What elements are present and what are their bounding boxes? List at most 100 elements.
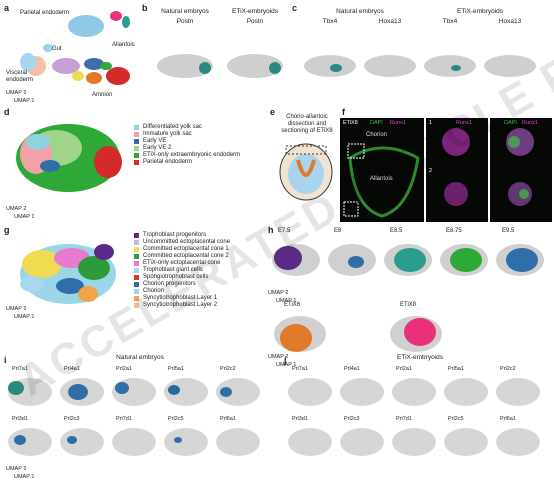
legend-swatch bbox=[134, 160, 139, 165]
label-parietal-endoderm: Parietal endoderm bbox=[20, 10, 70, 16]
f-tag: ETiX8 bbox=[343, 120, 358, 126]
legend-swatch bbox=[134, 289, 139, 294]
axis-h-y: UMAP 2 bbox=[268, 290, 289, 296]
legend-g-item: ETiX-only ectoplacental cone bbox=[134, 260, 230, 267]
legend-swatch bbox=[134, 261, 139, 266]
j-gene: Prl2a1 bbox=[396, 366, 412, 372]
i-gene: Prl2c2 bbox=[220, 366, 236, 372]
legend-swatch bbox=[134, 240, 139, 245]
legend-d: Differentiated yolk sac Immature yolk sa… bbox=[134, 124, 240, 166]
legend-d-item: Immature yolk sac bbox=[134, 131, 240, 138]
j-gene: Prl2c5 bbox=[448, 416, 464, 422]
axis-a-y: UMAP 2 bbox=[6, 90, 27, 96]
c-gene-2: Hoxa13 bbox=[378, 18, 402, 25]
umap-c bbox=[304, 55, 536, 77]
i-gene: Prl2c3 bbox=[64, 416, 80, 422]
umap-a bbox=[20, 11, 130, 85]
j-gene: Prl6a1 bbox=[500, 416, 516, 422]
legend-g-item: Trophoblast progenitors bbox=[134, 232, 230, 239]
f-sub2: 2 bbox=[429, 168, 433, 174]
legend-swatch bbox=[134, 303, 139, 308]
c-header-natural: Natural embryos bbox=[336, 8, 384, 15]
panel-h-label: h bbox=[268, 225, 274, 235]
legend-g-item: Committed ectoplacental cone 1 bbox=[134, 246, 230, 253]
axis-g-x: UMAP 1 bbox=[14, 314, 35, 320]
legend-g-item: Trophoblast giant cells bbox=[134, 267, 230, 274]
axis-i-x: UMAP 1 bbox=[14, 474, 35, 480]
panel-j-label: j bbox=[284, 355, 287, 365]
label-allantois: Allantois bbox=[112, 42, 135, 48]
micrograph-inset-2: DAPI Runx1 bbox=[490, 118, 552, 222]
c-gene-4: Hoxa13 bbox=[498, 18, 522, 25]
legend-swatch bbox=[134, 146, 139, 151]
legend-g-item: Chorion progenitors bbox=[134, 281, 230, 288]
f-inset-runx1: Runx1 bbox=[522, 120, 538, 126]
axis-g-y: UMAP 2 bbox=[6, 306, 27, 312]
h-etix8-label: ETiX8 bbox=[400, 302, 417, 308]
legend-g-item: Chorion bbox=[134, 288, 230, 295]
i-gene: Prl3d1 bbox=[12, 416, 28, 422]
j-gene: Prl7a1 bbox=[292, 366, 308, 372]
legend-g-item: Uncommitted ectoplacental cone bbox=[134, 239, 230, 246]
micrograph-inset-1: 1 Runx1 2 bbox=[426, 118, 488, 222]
umap-a-clusters bbox=[20, 11, 130, 85]
f-inset-dapi: DAPI bbox=[504, 120, 517, 126]
panel-i-label: i bbox=[4, 355, 7, 365]
h-stage-3: E8.5 bbox=[390, 228, 403, 234]
label-gut: Gut bbox=[52, 46, 62, 52]
legend-swatch bbox=[134, 125, 139, 130]
umap-i-row2 bbox=[8, 428, 260, 456]
b-header-etix: ETiX-embryoids bbox=[232, 8, 278, 15]
axis-i-y: UMAP 2 bbox=[6, 466, 27, 472]
legend-swatch bbox=[134, 132, 139, 137]
j-gene: Prl5a1 bbox=[448, 366, 464, 372]
embryo-diagram bbox=[279, 143, 333, 201]
b-header-natural: Natural embryos bbox=[161, 8, 209, 15]
j-gene: Prl3d1 bbox=[292, 416, 308, 422]
h-etix6-label: ETiX6 bbox=[284, 302, 301, 308]
f-runx1-label: Runx1 bbox=[390, 120, 406, 126]
i-gene: Prl2a1 bbox=[116, 366, 132, 372]
legend-d-item: Early VE 2 bbox=[134, 145, 240, 152]
legend-swatch bbox=[134, 282, 139, 287]
legend-g-item: Committed ectoplacental cone 2 bbox=[134, 253, 230, 260]
i-gene: Prl4a1 bbox=[64, 366, 80, 372]
label-amnion: Amnion bbox=[92, 92, 113, 98]
panel-c-label: c bbox=[292, 3, 298, 13]
micrograph-overview: ETiX8 DAPI Runx1 Chorion Allantois bbox=[340, 118, 424, 222]
f-chorion-label: Chorion bbox=[366, 132, 388, 138]
umap-i-row1 bbox=[8, 378, 260, 406]
label-visceral-endoderm: Visceral endoderm bbox=[6, 70, 34, 83]
f-allantois-label: Allantois bbox=[370, 176, 393, 182]
i-gene: Prl7d1 bbox=[116, 416, 132, 422]
j-title: ETiX-embryoids bbox=[397, 354, 443, 361]
h-stage-1: E7.5 bbox=[278, 228, 291, 234]
h-stage-4: E8.75 bbox=[446, 228, 462, 234]
c-header-etix: ETiX-embryoids bbox=[457, 8, 503, 15]
legend-swatch bbox=[134, 153, 139, 158]
legend-swatch bbox=[134, 247, 139, 252]
legend-g-item: Syncytiotrophoblast Layer 2 bbox=[134, 302, 230, 309]
i-gene: Prl6a1 bbox=[220, 416, 236, 422]
axis-d-x: UMAP 1 bbox=[14, 214, 35, 220]
j-gene: Prl2c3 bbox=[344, 416, 360, 422]
axis-h2-y: UMAP 2 bbox=[268, 354, 289, 360]
h-stage-5: E9.5 bbox=[502, 228, 515, 234]
umap-j-row1 bbox=[288, 378, 540, 406]
i-gene: Prl7a1 bbox=[12, 366, 28, 372]
b-gene-etix: Postn bbox=[246, 18, 264, 25]
legend-swatch bbox=[134, 254, 139, 259]
f-sub1-runx1: Runx1 bbox=[456, 120, 472, 126]
legend-d-item: ETiX-only extraembryonic endoderm bbox=[134, 152, 240, 159]
legend-g: Trophoblast progenitors Uncommitted ecto… bbox=[134, 232, 230, 309]
axis-a-x: UMAP 1 bbox=[14, 98, 35, 104]
panel-g-label: g bbox=[4, 225, 10, 235]
umap-j-row2 bbox=[288, 428, 540, 456]
panel-b-label: b bbox=[142, 3, 148, 13]
i-title: Natural embryos bbox=[116, 354, 164, 361]
legend-d-item: Differentiated yolk sac bbox=[134, 124, 240, 131]
i-gene: Prl5a1 bbox=[168, 366, 184, 372]
f-sub1: 1 bbox=[429, 120, 433, 126]
legend-swatch bbox=[134, 296, 139, 301]
umap-d bbox=[16, 124, 122, 192]
